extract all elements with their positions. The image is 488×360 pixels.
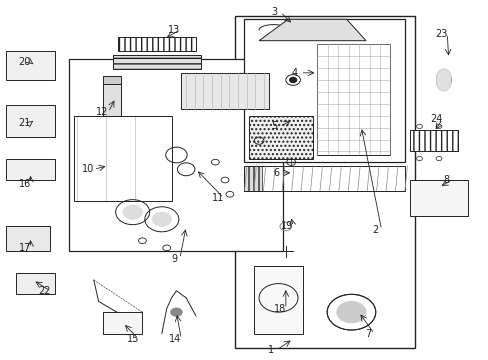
Bar (69, 59, 283, 251)
Text: 14: 14 (169, 334, 181, 344)
Text: 11: 11 (211, 193, 224, 203)
Text: 15: 15 (126, 334, 139, 344)
Text: 6: 6 (272, 168, 279, 178)
Text: 8: 8 (442, 175, 448, 185)
Bar (118, 37, 196, 51)
Text: 12: 12 (96, 107, 108, 117)
Text: 22: 22 (38, 286, 50, 296)
Polygon shape (259, 19, 366, 41)
Text: 16: 16 (19, 179, 31, 189)
Bar (317, 44, 389, 155)
Bar (259, 166, 262, 191)
Text: 3: 3 (271, 7, 277, 17)
Circle shape (122, 205, 142, 219)
Text: 7: 7 (365, 329, 371, 339)
Circle shape (170, 308, 182, 316)
Text: 20: 20 (19, 57, 31, 67)
Bar (6, 226, 50, 251)
Polygon shape (103, 76, 120, 84)
Polygon shape (436, 69, 450, 91)
Text: 13: 13 (167, 25, 180, 35)
Text: 23: 23 (434, 28, 447, 39)
Bar (249, 116, 312, 158)
Text: 10: 10 (81, 164, 94, 174)
Circle shape (336, 301, 366, 323)
Bar (234, 16, 414, 348)
Bar (244, 166, 247, 191)
Bar (6, 105, 55, 137)
Text: 2: 2 (372, 225, 378, 235)
Text: 19: 19 (281, 221, 293, 231)
Bar (244, 19, 404, 162)
Bar (409, 180, 467, 216)
Bar (74, 116, 171, 202)
Circle shape (289, 77, 296, 82)
Text: 4: 4 (291, 68, 297, 78)
Polygon shape (181, 73, 268, 109)
Bar (409, 130, 458, 152)
Text: 24: 24 (429, 114, 442, 124)
Text: 17: 17 (19, 243, 31, 253)
Text: 21: 21 (19, 118, 31, 128)
Bar (254, 266, 302, 334)
Text: 1: 1 (267, 345, 274, 355)
Bar (254, 166, 257, 191)
Text: 9: 9 (171, 253, 177, 264)
Bar (249, 166, 252, 191)
Text: 18: 18 (273, 303, 285, 314)
Bar (6, 51, 55, 80)
Bar (16, 273, 55, 294)
Bar (103, 312, 142, 334)
Bar (244, 166, 404, 191)
Bar (103, 84, 120, 116)
Bar (6, 158, 55, 180)
Circle shape (152, 212, 171, 226)
Text: 5: 5 (271, 121, 277, 131)
Bar (113, 55, 201, 69)
